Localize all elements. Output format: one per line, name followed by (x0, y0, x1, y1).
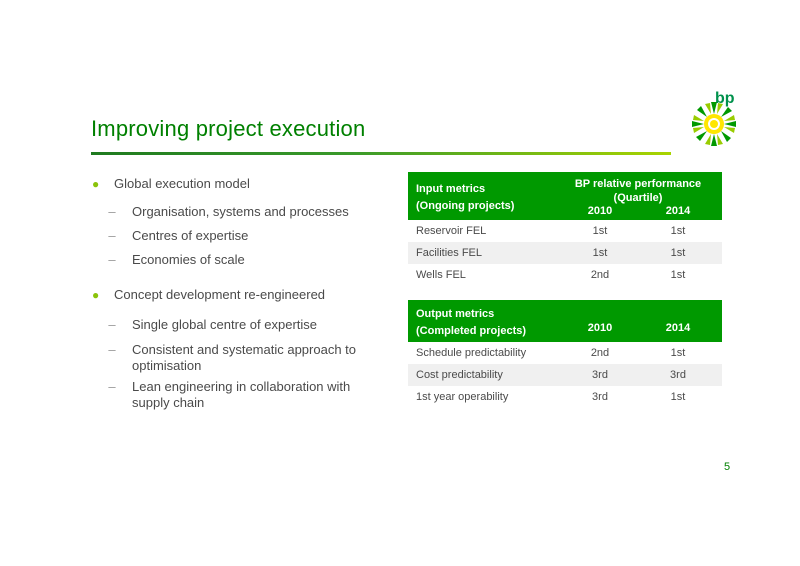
table-row: Wells FEL 2nd 1st (416, 269, 686, 281)
bp-helios-logo-icon (692, 102, 736, 146)
sub-bullet-item: – Economies of scale (108, 252, 245, 267)
sub-bullet-item: – Centres of expertise (108, 228, 249, 243)
table-row: Facilities FEL 1st 1st (408, 242, 722, 264)
output-metrics-table: Output metrics (Completed projects) 2010… (408, 300, 722, 408)
table-row: Schedule predictability 2nd 1st (416, 347, 686, 359)
sub-bullet-item: – Single global centre of expertise (108, 317, 318, 332)
bullet-dot-icon: ● (92, 288, 100, 302)
table-row: Cost predictability 3rd 3rd (408, 364, 722, 386)
sub-bullet-item: – Consistent and systematic approach to o… (108, 342, 357, 373)
bullet-item: ● Global execution model (92, 176, 250, 191)
sub-bullet-item: – Organisation, systems and processes (108, 204, 349, 219)
bullet-dot-icon: ● (92, 177, 100, 191)
table-row: Reservoir FEL 1st 1st (416, 225, 686, 237)
bullet-item: ● Concept development re-engineered (92, 287, 326, 302)
page-number: 5 (724, 461, 731, 473)
table-row: 1st year operability 3rd 1st (416, 391, 686, 403)
bp-logo-text: bp (715, 90, 735, 107)
slide-title: Improving project execution (91, 116, 366, 141)
table-header: Input metrics (Ongoing projects) BP rela… (408, 172, 722, 220)
title-underline (91, 152, 671, 155)
input-metrics-table: Input metrics (Ongoing projects) BP rela… (408, 172, 722, 286)
table-header: Output metrics (Completed projects) 2010… (408, 300, 722, 342)
sub-bullet-item: – Lean engineering in collaboration with … (108, 379, 351, 410)
